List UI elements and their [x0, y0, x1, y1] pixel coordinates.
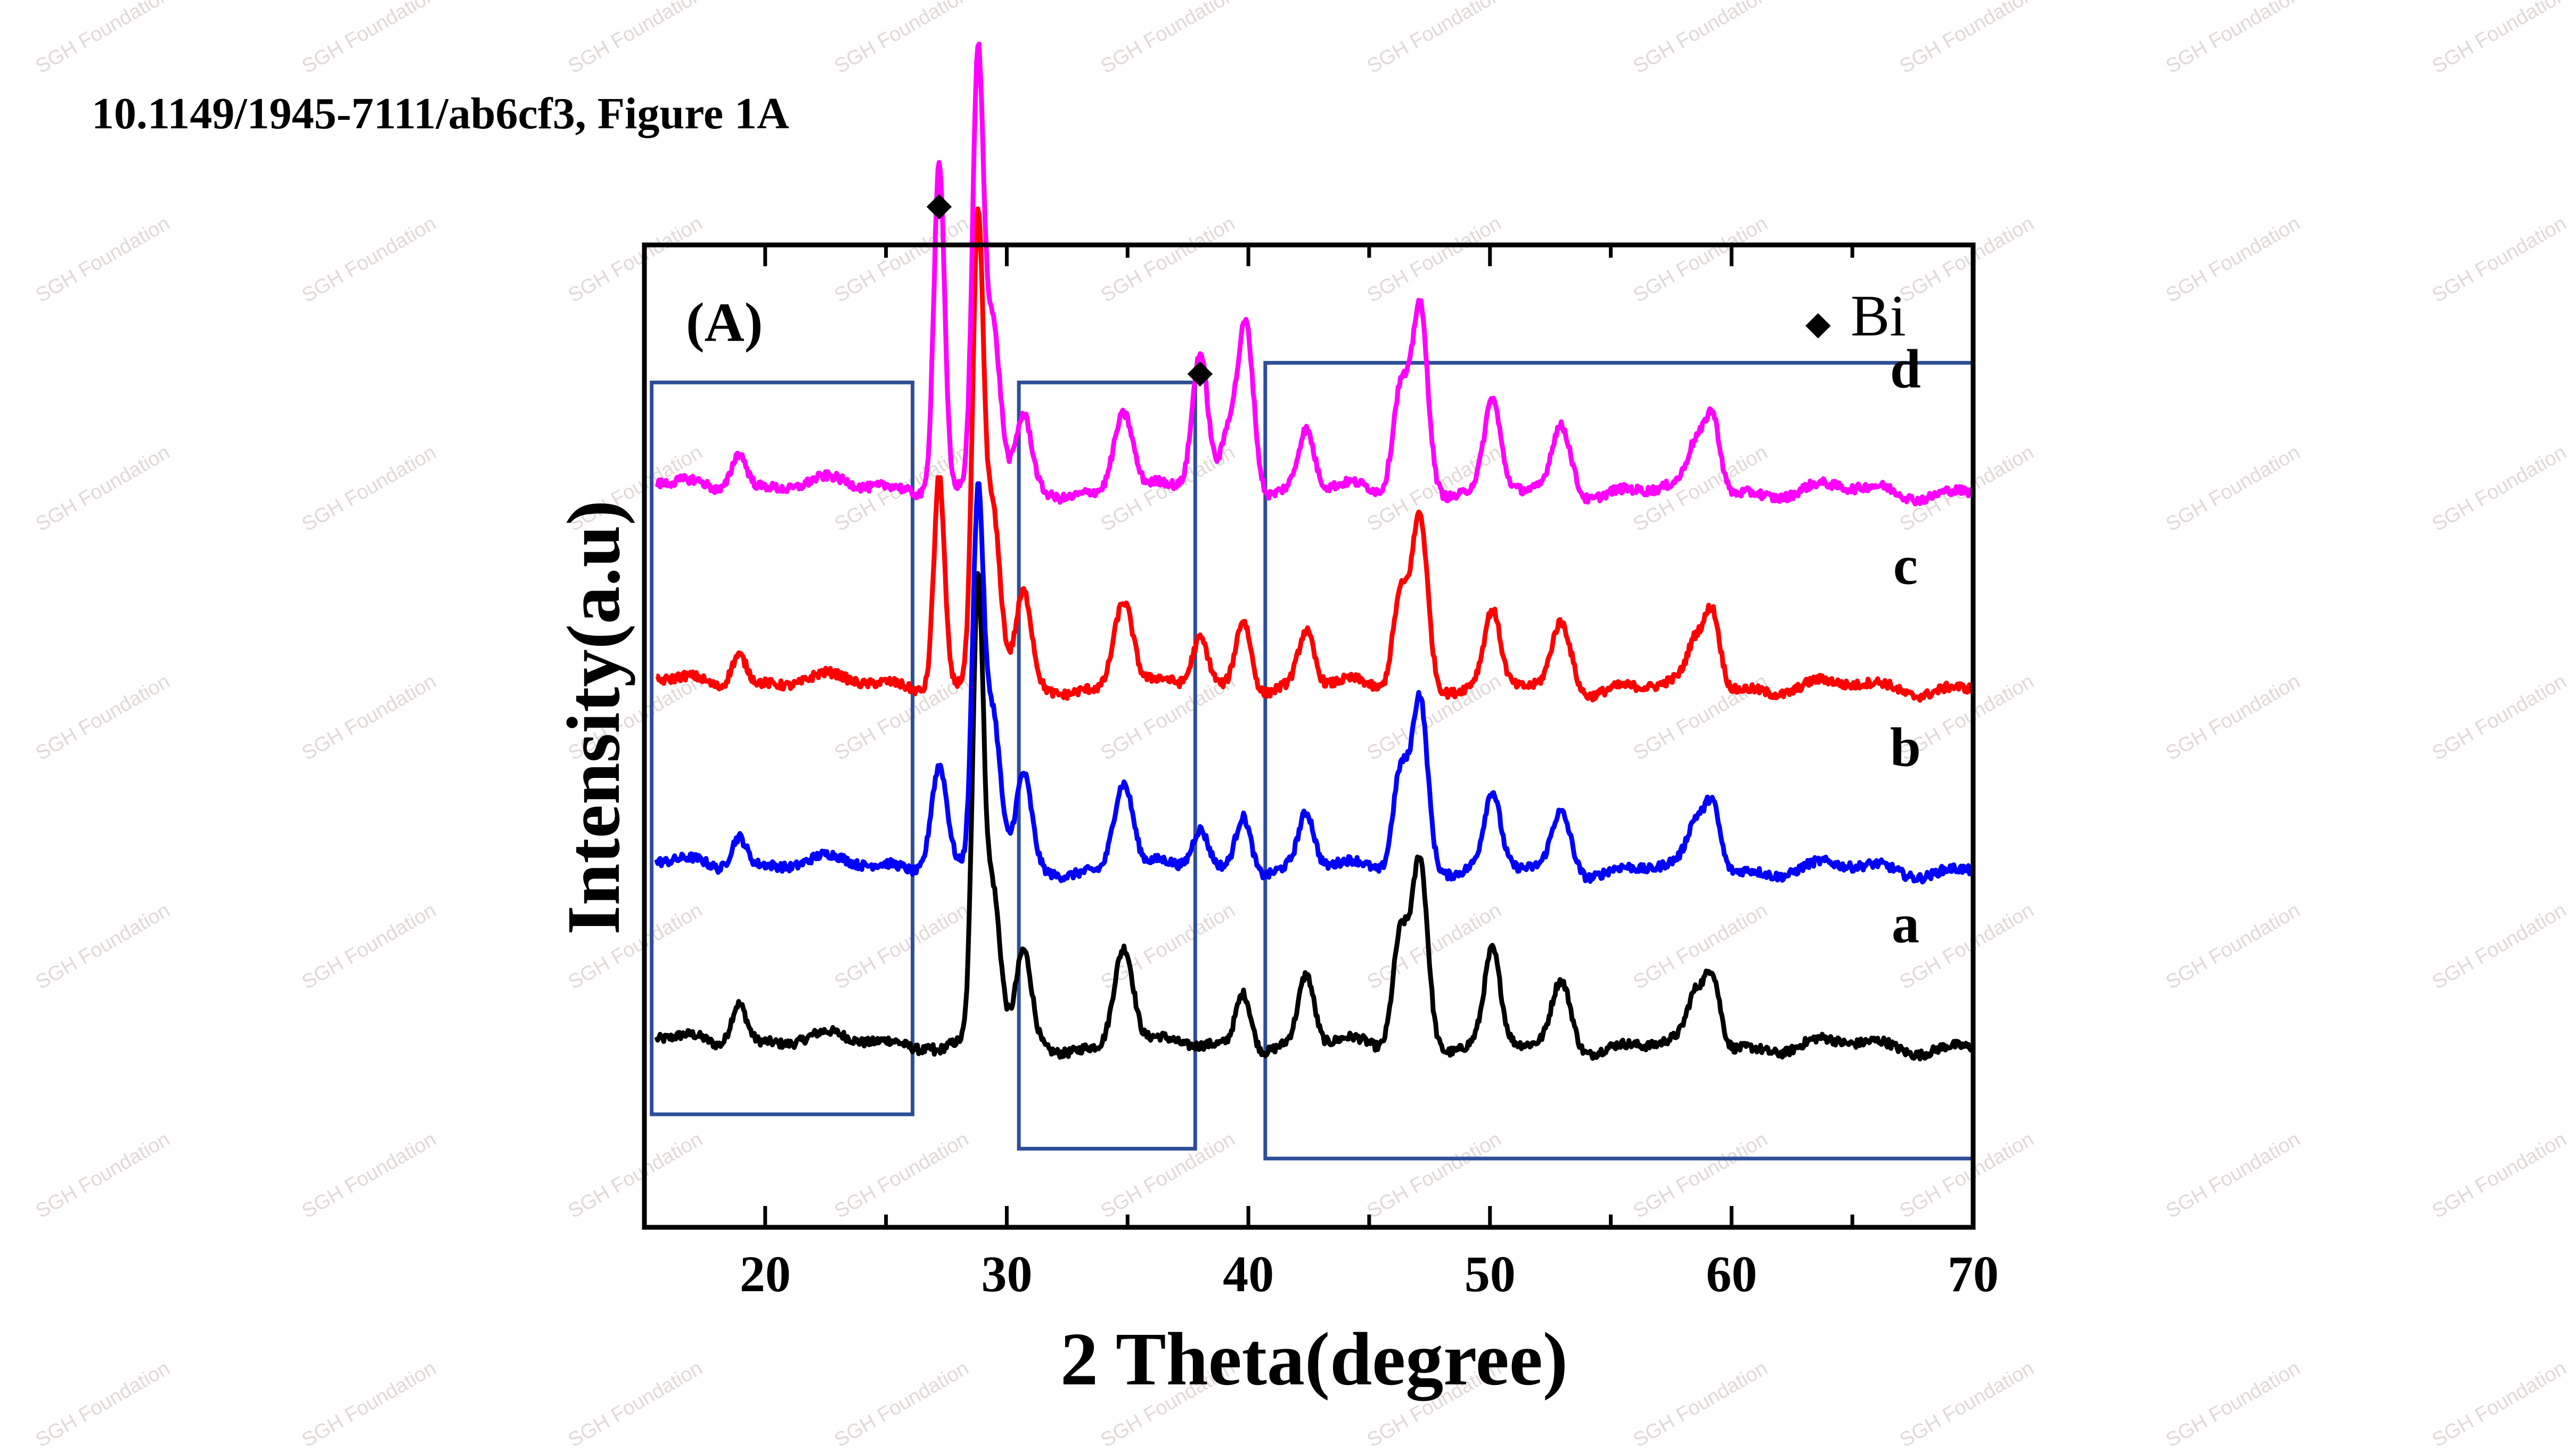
legend-label: Bi: [1851, 283, 1906, 348]
y-axis-title: Intensity(a.u): [551, 500, 635, 935]
curve-label-a: a: [1892, 893, 1919, 955]
curve-labels: a b c d: [1890, 339, 1921, 955]
series-line-c: [655, 206, 1976, 703]
legend-marker: ◆: [1805, 303, 1831, 342]
figure-caption: 10.1149/1945-7111/ab6cf3, Figure 1A: [92, 89, 789, 138]
x-tick-label: 40: [1223, 1245, 1274, 1302]
bi-marker: ◆: [927, 185, 952, 224]
diffraction-curves: [654, 42, 1976, 1062]
x-tick-label: 50: [1465, 1245, 1516, 1302]
highlight-box: [650, 380, 915, 1117]
curve-label-b: b: [1890, 717, 1921, 778]
plot-frame: [642, 242, 1976, 1230]
series-line-b: [654, 481, 1976, 884]
curve-label-d: d: [1890, 339, 1921, 400]
x-axis-ticks: 20 30 40 50 60 70: [642, 245, 1999, 1302]
x-tick-label: 60: [1706, 1245, 1757, 1302]
highlight-box: [1017, 380, 1197, 1151]
series-line-a: [654, 571, 1976, 1062]
x-tick-label: 20: [740, 1245, 791, 1302]
bi-marker: ◆: [1188, 351, 1213, 390]
bi-peak-markers: ◆◆: [927, 185, 1213, 391]
x-tick-label: 70: [1948, 1245, 1999, 1302]
panel-label: (A): [686, 292, 763, 353]
legend: ◆ Bi: [1805, 283, 1906, 348]
series-line-d: [655, 42, 1976, 507]
x-tick-label: 30: [981, 1245, 1032, 1302]
curve-label-c: c: [1893, 535, 1918, 596]
x-axis-title: 2 Theta(degree): [1060, 1317, 1568, 1401]
